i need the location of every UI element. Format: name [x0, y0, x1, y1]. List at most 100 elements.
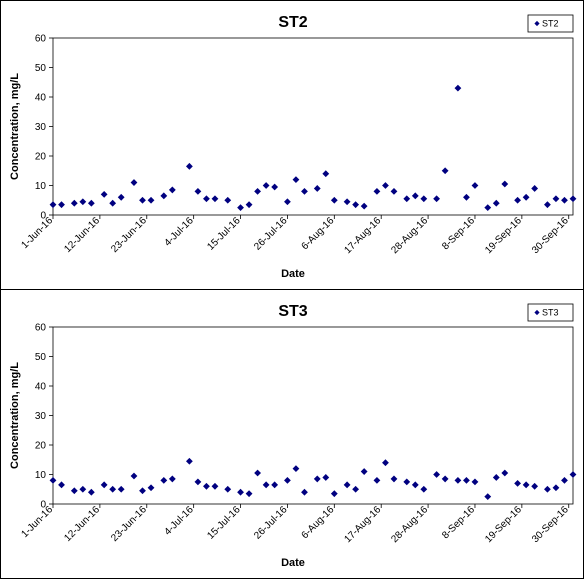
x-tick-label: 12-Jun-16: [62, 215, 102, 255]
data-point: [271, 481, 279, 489]
data-point: [403, 478, 411, 486]
data-point: [322, 170, 330, 178]
x-tick-label: 30-Sep-16: [530, 215, 571, 256]
x-tick-label: 23-Jun-16: [109, 215, 149, 255]
data-point: [411, 192, 419, 200]
data-point: [79, 198, 87, 206]
data-point: [139, 487, 146, 495]
data-point: [313, 185, 321, 192]
y-tick-label: 30: [35, 122, 47, 133]
chart-panel-st2: ST2 0 10 20 30 40 50 60 1-Jun-16 12-Jun-16 23-Jun-…: [0, 0, 584, 290]
x-axis-title: Date: [281, 268, 305, 280]
data-point: [390, 475, 398, 483]
plot-area: [52, 37, 574, 216]
data-point: [100, 190, 108, 198]
data-point: [501, 469, 509, 477]
data-point: [463, 477, 470, 484]
data-point: [484, 493, 492, 501]
data-point: [420, 195, 428, 203]
data-point: [301, 188, 308, 195]
data-point: [463, 193, 470, 201]
y-tick-label: 50: [35, 63, 47, 74]
data-point: [454, 84, 462, 92]
y-tick-label: 50: [35, 352, 47, 363]
data-point: [292, 465, 300, 472]
x-tick-label: 28-Aug-16: [389, 215, 430, 256]
data-point: [109, 199, 117, 207]
data-point: [211, 195, 219, 203]
y-tick-label: 30: [35, 411, 47, 422]
data-point: [262, 481, 270, 489]
data-point: [522, 193, 530, 201]
data-point: [79, 485, 87, 493]
data-point: [382, 459, 389, 467]
data-point: [352, 201, 360, 209]
data-point: [569, 195, 577, 203]
data-point: [522, 481, 530, 489]
data-point: [224, 196, 232, 204]
x-tick-label: 26-Jul-16: [252, 215, 290, 253]
data-point: [211, 482, 219, 490]
data-point: [70, 199, 78, 207]
data-point: [433, 471, 441, 478]
data-point: [441, 167, 449, 175]
data-point: [139, 196, 146, 204]
x-tick-label: 1-Jun-16: [19, 215, 55, 251]
legend-marker: [534, 309, 540, 316]
x-tick-label: 15-Jul-16: [205, 504, 243, 542]
x-tick-label: 8-Sep-16: [440, 504, 477, 541]
data-point: [514, 196, 521, 204]
x-tick-label: 30-Sep-16: [530, 504, 571, 545]
data-point: [160, 192, 168, 200]
x-tick-label: 19-Sep-16: [483, 215, 524, 256]
y-tick-label: 40: [35, 382, 47, 393]
data-point: [130, 179, 138, 186]
y-tick-label: 20: [35, 152, 47, 163]
data-point: [117, 485, 125, 493]
x-tick-label: 12-Jun-16: [62, 504, 102, 544]
data-point: [352, 485, 360, 493]
data-point: [454, 477, 462, 484]
data-point: [330, 490, 338, 498]
data-point: [471, 182, 479, 189]
data-point: [343, 481, 351, 489]
x-tick-label: 17-Aug-16: [343, 215, 384, 256]
legend-label: ST3: [542, 308, 559, 318]
legend-marker: [534, 20, 540, 27]
y-tick-label: 10: [35, 181, 47, 192]
x-tick-label: 6-Aug-16: [300, 504, 337, 541]
data-point: [224, 485, 232, 493]
data-point: [373, 477, 381, 484]
data-point: [552, 195, 560, 203]
data-point: [237, 204, 244, 212]
data-point: [501, 180, 509, 188]
data-point: [411, 481, 419, 489]
chart-st2: ST2 0 10 20 30 40 50 60 1-Jun-16 12-Jun-16 23-Jun-…: [9, 14, 577, 280]
x-tick-label: 1-Jun-16: [19, 504, 55, 540]
data-point: [194, 188, 202, 195]
data-point: [160, 477, 168, 484]
data-point: [109, 485, 117, 493]
x-tick-label: 26-Jul-16: [252, 504, 290, 542]
x-tick-label: 4-Jul-16: [162, 504, 196, 538]
data-point: [245, 201, 253, 209]
data-point: [245, 490, 253, 498]
data-point: [262, 182, 270, 189]
legend: [527, 14, 574, 33]
y-tick-label: 40: [35, 93, 47, 104]
y-tick-label: 60: [35, 323, 47, 334]
x-tick-label: 19-Sep-16: [483, 504, 524, 545]
data-point: [147, 196, 155, 204]
x-tick-label: 15-Jul-16: [205, 215, 243, 253]
data-point: [403, 195, 411, 203]
y-tick-label: 10: [35, 470, 47, 481]
data-point: [531, 482, 539, 490]
y-tick-label: 0: [40, 500, 46, 511]
data-point: [203, 195, 210, 203]
data-point: [343, 198, 351, 206]
y-tick-label: 0: [40, 211, 46, 222]
chart-title: ST2: [278, 14, 307, 31]
y-tick-label: 20: [35, 441, 47, 452]
data-point: [284, 477, 291, 484]
data-point: [433, 195, 441, 203]
